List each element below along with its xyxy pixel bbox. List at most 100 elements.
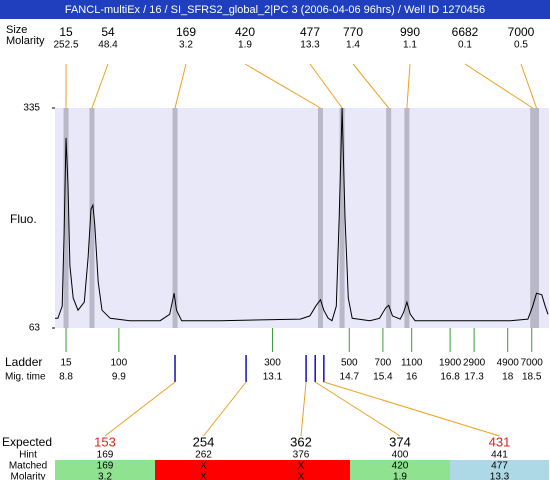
peak-size: 420 <box>235 25 255 39</box>
matched-value: X <box>298 461 305 472</box>
peak-size: 169 <box>176 25 196 39</box>
hint-value: 441 <box>491 450 508 461</box>
expected-value: 153 <box>94 434 116 449</box>
peak-connector <box>406 63 411 109</box>
matched-cell <box>55 460 155 480</box>
peak-size: 770 <box>343 25 363 39</box>
ladder-time: 8.8 <box>59 372 73 383</box>
peak-size: 54 <box>101 25 115 39</box>
hint-value: 169 <box>97 450 114 461</box>
peak-band <box>530 108 536 328</box>
matched-cell <box>252 460 350 480</box>
matched-value: 420 <box>392 461 409 472</box>
ladder-time: 16.8 <box>440 372 460 383</box>
row-label: Hint <box>19 450 37 461</box>
ladder-time: 18 <box>502 372 514 383</box>
peak-connector <box>309 63 343 109</box>
peak-molarity: 13.3 <box>300 40 320 51</box>
expected-connector <box>203 381 247 437</box>
hint-value: 262 <box>195 450 212 461</box>
molarity-value: X <box>298 472 305 480</box>
molarity-value: 1.9 <box>393 472 407 480</box>
peak-band <box>172 108 178 328</box>
ladder-time: 9.9 <box>112 372 126 383</box>
peak-connector <box>520 63 537 109</box>
ladder-size: 100 <box>111 358 128 369</box>
peak-connector <box>464 63 533 109</box>
peak-molarity: 0.1 <box>458 40 472 51</box>
peak-molarity: 1.4 <box>346 40 360 51</box>
matched-cell <box>155 460 252 480</box>
y-axis-label: Fluo. <box>10 212 37 226</box>
peak-molarity: 252.5 <box>53 40 78 51</box>
matched-cell <box>450 460 549 480</box>
peak-size: 990 <box>400 25 420 39</box>
hint-value: 400 <box>392 450 409 461</box>
peak-molarity: 3.2 <box>179 40 193 51</box>
plot-area <box>55 108 549 328</box>
matched-value: X <box>200 461 207 472</box>
peak-connector <box>352 63 390 109</box>
matched-value: 477 <box>491 461 508 472</box>
molarity-value: 13.3 <box>490 472 510 480</box>
ladder-size: 700 <box>375 358 392 369</box>
peak-molarity: 0.5 <box>514 40 528 51</box>
peak-size: 6682 <box>452 25 479 39</box>
y-tick-label: 335 <box>23 103 40 114</box>
ladder-size: 7000 <box>521 358 544 369</box>
ladder-time: 17.3 <box>464 372 484 383</box>
ladder-size: 4900 <box>497 358 520 369</box>
ladder-time: 16 <box>406 372 418 383</box>
ladder-label: Ladder <box>5 355 42 369</box>
ladder-time: 15.4 <box>373 372 393 383</box>
row-label: Expected <box>2 435 52 449</box>
peak-size: 15 <box>59 25 73 39</box>
expected-value: 431 <box>489 434 511 449</box>
peak-band <box>63 108 69 328</box>
hint-value: 376 <box>293 450 310 461</box>
peak-size: 477 <box>300 25 320 39</box>
molarity-label: Molarity <box>6 35 45 47</box>
molarity-value: X <box>200 472 207 480</box>
peak-band <box>317 108 323 328</box>
expected-value: 374 <box>389 434 411 449</box>
ladder-time: 13.1 <box>263 372 283 383</box>
expected-connector <box>300 381 307 437</box>
peak-molarity: 48.4 <box>98 40 118 51</box>
ladder-time: 14.7 <box>340 372 360 383</box>
ladder-size: 300 <box>264 358 281 369</box>
peak-band <box>386 108 392 328</box>
y-tick-label: 63 <box>29 323 41 334</box>
expected-value: 254 <box>193 434 215 449</box>
peak-connector <box>91 63 109 109</box>
peak-band <box>534 108 540 328</box>
trace <box>55 107 549 322</box>
ladder-size: 2900 <box>463 358 486 369</box>
peak-molarity: 1.9 <box>238 40 252 51</box>
peak-band <box>89 108 95 328</box>
expected-connector <box>314 381 401 437</box>
peak-connector <box>244 63 321 109</box>
expected-connector <box>104 381 176 437</box>
peak-band <box>404 108 410 328</box>
ladder-size: 15 <box>60 358 72 369</box>
peak-band <box>339 108 345 328</box>
expected-connector <box>323 381 500 437</box>
title-bar <box>0 0 550 19</box>
molarity-value: 3.2 <box>98 472 112 480</box>
size-label: Size <box>6 24 27 36</box>
matched-cell <box>350 460 450 480</box>
peak-molarity: 1.1 <box>403 40 417 51</box>
mig-time-label: Mig. time <box>5 372 46 383</box>
ladder-size: 1900 <box>439 358 462 369</box>
peak-connector <box>174 63 187 109</box>
title: FANCL-multiEx / 16 / SI_SFRS2_global_2|P… <box>65 4 485 16</box>
row-label: Molarity <box>10 472 45 480</box>
matched-value: 169 <box>97 461 114 472</box>
ladder-time: 18.5 <box>522 372 542 383</box>
row-label: Matched <box>9 461 47 472</box>
expected-value: 362 <box>290 434 312 449</box>
ladder-size: 500 <box>341 358 358 369</box>
ladder-size: 1100 <box>401 358 423 369</box>
